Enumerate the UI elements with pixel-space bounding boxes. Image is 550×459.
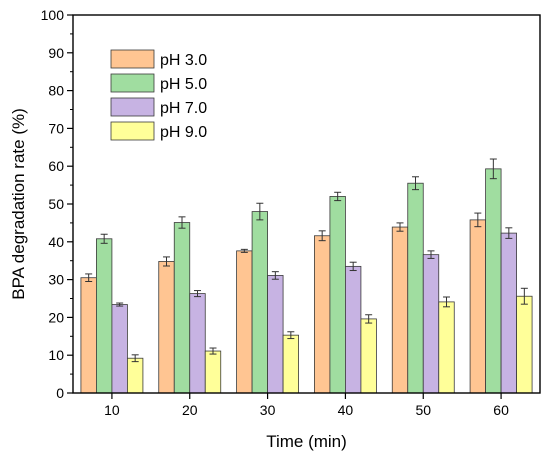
error-bar xyxy=(178,216,186,229)
error-bar xyxy=(209,347,217,355)
y-tick-label: 50 xyxy=(48,196,64,212)
x-axis-title: Time (min) xyxy=(266,432,347,451)
error-bar xyxy=(474,212,482,228)
y-tick-label: 70 xyxy=(48,120,64,136)
legend-item: pH 5.0 xyxy=(110,73,207,93)
tick-labels-layer: 0 10 20 30 40 50 60 70 80 90 100 10 20 30 40 50 60 xyxy=(41,7,509,418)
bar xyxy=(438,301,455,394)
bar xyxy=(158,261,175,394)
bars-layer xyxy=(80,168,533,394)
error-bar xyxy=(256,202,264,221)
y-tick-label: 10 xyxy=(48,347,64,363)
bar xyxy=(204,350,222,394)
bar xyxy=(236,250,253,394)
y-tick-label: 100 xyxy=(41,7,65,23)
bar xyxy=(80,277,97,394)
y-tick-label: 20 xyxy=(48,309,64,325)
error-bar xyxy=(334,191,342,202)
bar xyxy=(485,168,502,394)
error-bar xyxy=(85,273,93,282)
y-tick-label: 80 xyxy=(48,83,64,99)
bar xyxy=(469,219,486,394)
error-bar xyxy=(520,287,528,305)
error-bar xyxy=(194,290,201,298)
x-tick-label: 50 xyxy=(415,402,431,418)
axes-layer xyxy=(67,14,541,399)
bar xyxy=(111,304,128,394)
bar xyxy=(282,334,299,394)
error-bar xyxy=(240,248,248,253)
error-bar xyxy=(349,261,357,272)
bar xyxy=(314,235,331,394)
legend-swatch xyxy=(110,73,155,93)
bar xyxy=(391,226,409,394)
x-tick-label: 10 xyxy=(104,402,120,418)
bar xyxy=(173,222,191,394)
error-bar xyxy=(505,227,513,239)
legend-item: pH 9.0 xyxy=(110,121,207,141)
error-bar xyxy=(443,296,450,308)
bar xyxy=(360,318,377,394)
bar xyxy=(345,265,362,394)
bar xyxy=(251,211,268,394)
error-bar xyxy=(271,271,279,280)
error-bar xyxy=(318,230,326,242)
y-tick-label: 40 xyxy=(48,234,64,250)
legend-swatch xyxy=(110,97,155,117)
legend-label: pH 9.0 xyxy=(160,124,207,141)
legend: pH 3.0 pH 5.0 pH 7.0 pH 9.0 xyxy=(110,49,207,141)
y-tick-label: 0 xyxy=(56,385,64,401)
error-bar xyxy=(489,158,497,180)
legend-label: pH 7.0 xyxy=(160,100,207,117)
y-tick-label: 60 xyxy=(48,158,64,174)
error-bar xyxy=(412,176,419,191)
y-tick-label: 30 xyxy=(48,272,64,288)
bar xyxy=(422,254,440,394)
error-bar xyxy=(396,222,404,232)
error-bars-layer xyxy=(85,158,528,363)
error-bar xyxy=(131,354,139,363)
error-bar xyxy=(365,314,373,324)
bar xyxy=(127,357,144,394)
error-bar xyxy=(100,233,108,244)
legend-item: pH 7.0 xyxy=(110,97,207,117)
bar xyxy=(407,182,424,394)
bar xyxy=(189,293,206,394)
error-bar xyxy=(287,331,295,340)
legend-item: pH 3.0 xyxy=(110,49,207,69)
x-tick-label: 30 xyxy=(260,402,276,418)
legend-swatch xyxy=(110,121,155,141)
error-bar xyxy=(116,302,124,307)
y-axis-title: BPA degradation rate (%) xyxy=(9,108,28,300)
y-tick-label: 90 xyxy=(48,45,64,61)
bar xyxy=(516,295,533,394)
x-tick-label: 20 xyxy=(182,402,198,418)
legend-label: pH 3.0 xyxy=(160,52,207,69)
legend-swatch xyxy=(110,49,155,69)
legend-label: pH 5.0 xyxy=(160,76,207,93)
error-bar xyxy=(427,250,435,259)
bar xyxy=(500,232,517,394)
x-tick-label: 40 xyxy=(338,402,354,418)
bar xyxy=(329,196,346,394)
x-tick-label: 60 xyxy=(493,402,509,418)
bar xyxy=(96,238,113,394)
error-bar xyxy=(163,256,170,267)
bar xyxy=(267,275,284,394)
